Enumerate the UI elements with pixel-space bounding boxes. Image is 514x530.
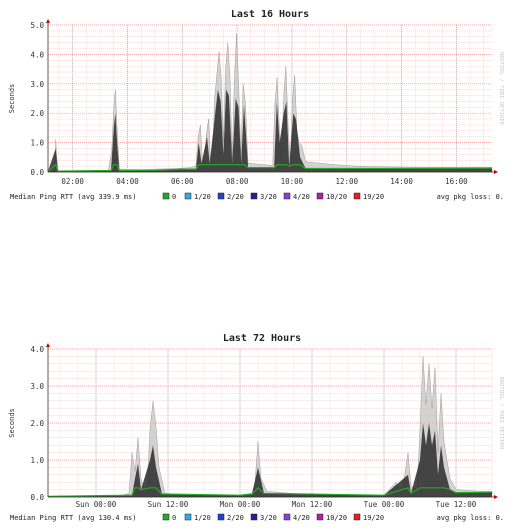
y-axis-arrow <box>46 343 50 347</box>
x-axis-arrow <box>494 170 498 174</box>
x-tick-label: 12:00 <box>335 177 358 186</box>
y-tick-label: 5.0 <box>30 21 44 30</box>
series-median-line <box>47 163 493 172</box>
legend: Median Ping RTT (avg 339.9 ms) 0 1/20 2/20 3… <box>10 192 504 201</box>
legend-entry-label: 10/20 <box>326 193 347 201</box>
x-axis-arrow <box>494 495 498 499</box>
legend-swatch <box>316 192 324 200</box>
chart-panel-16h: Last 16 Hours 0.0 1.0 2.0 3.0 4.0 5.0 02:00 04:0… <box>0 0 514 215</box>
legend-swatch <box>353 513 361 521</box>
x-tick-label: Mon 00:00 <box>220 500 261 509</box>
legend-entry-label: 4/20 <box>293 193 310 201</box>
plot-area <box>48 25 492 172</box>
chart-title: Last 16 Hours <box>231 9 309 20</box>
legend-swatch <box>184 513 192 521</box>
y-axis-label: Seconds <box>8 408 16 438</box>
legend-entry-label: 2/20 <box>227 514 244 522</box>
x-tick-label: 16:00 <box>445 177 468 186</box>
grid <box>48 348 493 498</box>
legend-entry-label: 2/20 <box>227 193 244 201</box>
legend-loss-label: avg pkg loss: 0. <box>437 193 504 201</box>
legend-swatch <box>184 192 192 200</box>
series-median-area <box>48 423 492 497</box>
legend-entry-label: 19/20 <box>363 193 384 201</box>
rrdtool-watermark: RRDTOOL / TOBI OETIKER <box>498 52 504 126</box>
legend-swatch <box>283 513 291 521</box>
x-tick-label: Tue 00:00 <box>364 500 405 509</box>
y-tick-label: 3.0 <box>30 80 44 89</box>
legend-loss-label: avg pkg loss: 0. <box>437 514 504 522</box>
legend-swatch <box>217 192 225 200</box>
x-tick-label: Mon 12:00 <box>292 500 333 509</box>
grid <box>48 24 492 173</box>
y-tick-label: 4.0 <box>30 345 44 354</box>
y-tick-label: 3.0 <box>30 382 44 391</box>
legend: Median Ping RTT (avg 130.4 ms) 0 1/20 2/20 3… <box>10 513 504 522</box>
legend-swatch <box>250 192 258 200</box>
legend-entry-label: 1/20 <box>194 193 211 201</box>
legend-entry-label: 19/20 <box>363 514 384 522</box>
y-tick-label: 0.0 <box>30 493 44 502</box>
legend-entry-label: 4/20 <box>293 514 310 522</box>
x-tick-label: 08:00 <box>226 177 249 186</box>
y-tick-label: 2.0 <box>30 419 44 428</box>
legend-entry-label: 1/20 <box>194 514 211 522</box>
legend-swatch <box>316 513 324 521</box>
legend-swatch <box>353 192 361 200</box>
legend-swatch <box>250 513 258 521</box>
x-tick-label: 14:00 <box>390 177 413 186</box>
x-tick-label: Sun 12:00 <box>148 500 189 509</box>
legend-swatch <box>283 192 291 200</box>
x-tick-label: 06:00 <box>171 177 194 186</box>
x-tick-label: 10:00 <box>281 177 304 186</box>
legend-median-label: Median Ping RTT (avg 339.9 ms) <box>10 193 136 201</box>
y-tick-label: 1.0 <box>30 456 44 465</box>
chart-16h-svg: Last 16 Hours 0.0 1.0 2.0 3.0 4.0 5.0 02:00 04:0… <box>8 9 504 201</box>
y-tick-label: 0.0 <box>30 168 44 177</box>
x-tick-label: Tue 12:00 <box>436 500 477 509</box>
y-axis-label: Seconds <box>8 84 16 114</box>
legend-swatch <box>217 513 225 521</box>
chart-panel-72h: Last 72 Hours 0.0 1.0 2.0 3.0 4.0 Sun 00:00 Sun… <box>0 322 514 530</box>
legend-entry-label: 0 <box>172 193 176 201</box>
x-tick-label: Sun 00:00 <box>76 500 117 509</box>
legend-median-label: Median Ping RTT (avg 130.4 ms) <box>10 514 136 522</box>
chart-72h-svg: Last 72 Hours 0.0 1.0 2.0 3.0 4.0 Sun 00:00 Sun… <box>8 333 504 522</box>
legend-entry-label: 3/20 <box>260 514 277 522</box>
legend-entry-label: 10/20 <box>326 514 347 522</box>
x-tick-label: 04:00 <box>116 177 139 186</box>
legend-swatch <box>162 513 170 521</box>
rrdtool-watermark: RRDTOOL / TOBI OETIKER <box>498 377 504 451</box>
series-envelope <box>47 33 493 173</box>
series-median-line <box>47 486 493 497</box>
y-tick-label: 1.0 <box>30 139 44 148</box>
legend-entry-label: 0 <box>172 514 176 522</box>
y-tick-label: 2.0 <box>30 109 44 118</box>
y-axis-arrow <box>46 19 50 23</box>
legend-swatch <box>162 192 170 200</box>
x-tick-label: 02:00 <box>61 177 84 186</box>
chart-title: Last 72 Hours <box>223 333 301 344</box>
y-tick-label: 4.0 <box>30 50 44 59</box>
legend-entry-label: 3/20 <box>260 193 277 201</box>
